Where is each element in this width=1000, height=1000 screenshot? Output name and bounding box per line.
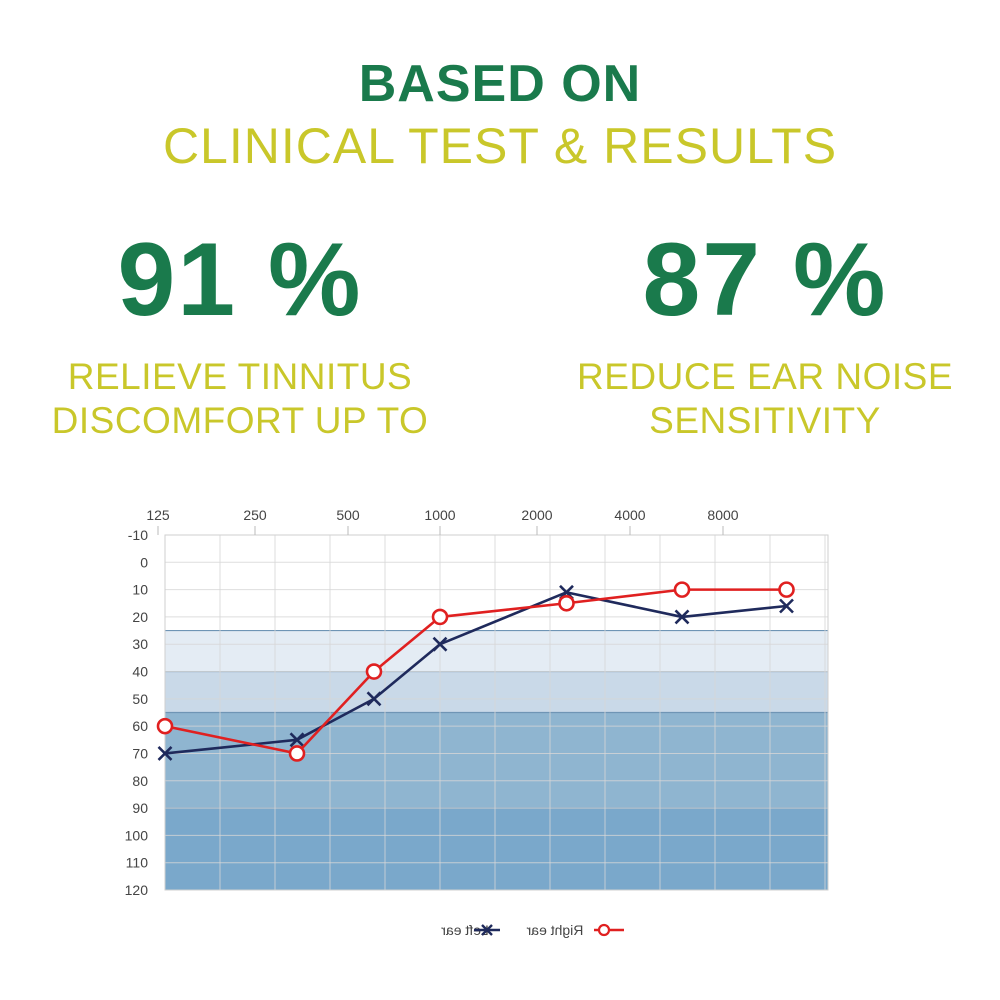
- x-tick-label: 4000: [614, 507, 645, 523]
- data-point-right-ear: [431, 608, 449, 626]
- y-tick-label: 0: [140, 554, 148, 570]
- audiogram-chart: 125 250 500 1000 2000 4000 8000 -10 0 10 20 30 40 50…: [125, 507, 829, 938]
- headline-based-on: BASED ON: [358, 55, 642, 113]
- data-point-right-ear: [156, 717, 174, 735]
- y-tick-label: 30: [132, 636, 148, 652]
- stat-label-line: RELIEVE TINNITUS: [67, 356, 413, 397]
- y-tick-label: 20: [132, 609, 148, 625]
- y-tick-label: 60: [132, 718, 148, 734]
- data-point-left-ear: [432, 636, 448, 652]
- hearing-loss-band: [165, 712, 828, 809]
- x-tick-label: 1000: [424, 507, 455, 523]
- stat-label: REDUCE EAR NOISE SENSITIVITY: [535, 355, 995, 443]
- data-point-right-ear: [558, 594, 575, 612]
- stat-tinnitus: 91 % RELIEVE TINNITUS DISCOMFORT UP TO: [10, 225, 470, 443]
- plot-frame: [164, 534, 829, 891]
- x-tick-label: 500: [336, 507, 360, 523]
- stat-label-line: REDUCE EAR NOISE: [576, 356, 953, 397]
- data-point-right-ear: [288, 745, 306, 762]
- x-tick-label: 125: [146, 507, 170, 523]
- legend-label-left-ear: Left ear: [441, 922, 489, 938]
- stat-value: 87 %: [642, 222, 888, 338]
- stat-value: 91 %: [117, 222, 363, 338]
- legend-item-right-ear: Right ear: [526, 922, 624, 938]
- y-tick-label: 100: [125, 827, 149, 843]
- y-tick-label: 40: [132, 664, 148, 680]
- x-tick-label: 250: [243, 507, 267, 523]
- stat-label-line: SENSITIVITY: [649, 400, 881, 441]
- data-point-right-ear: [365, 663, 383, 680]
- data-point-left-ear: [779, 598, 794, 614]
- x-tick-label: 8000: [707, 507, 738, 523]
- stat-label-line: DISCOMFORT UP TO: [51, 400, 429, 441]
- y-tick-label: 80: [132, 773, 148, 789]
- legend-marker-left-ear: [481, 924, 493, 936]
- data-point-left-ear: [157, 746, 173, 761]
- data-point-right-ear: [673, 581, 691, 598]
- x-tick-label: 2000: [521, 507, 552, 523]
- legend-item-left-ear: Left ear: [441, 922, 500, 938]
- legend-label-right-ear: Right ear: [526, 922, 583, 938]
- data-point-left-ear: [674, 609, 690, 625]
- y-tick-label: 10: [132, 582, 148, 598]
- y-tick-label: 70: [132, 745, 148, 761]
- hearing-loss-band: [165, 808, 828, 890]
- headline-clinical-test: CLINICAL TEST & RESULTS: [162, 118, 838, 174]
- data-point-left-ear: [366, 691, 382, 707]
- data-point-right-ear: [778, 581, 795, 598]
- hearing-loss-band: [165, 671, 828, 713]
- y-tick-label: 90: [132, 800, 148, 816]
- stat-noise-sensitivity: 87 % REDUCE EAR NOISE SENSITIVITY: [535, 225, 995, 443]
- legend-marker-right-ear: [597, 923, 611, 937]
- y-tick-label: 120: [125, 882, 149, 898]
- hearing-loss-band: [165, 630, 828, 672]
- y-tick-label: 50: [132, 691, 148, 707]
- y-tick-label: -10: [128, 527, 148, 543]
- y-tick-label: 110: [126, 855, 149, 871]
- stat-label: RELIEVE TINNITUS DISCOMFORT UP TO: [10, 355, 470, 443]
- data-point-left-ear: [289, 732, 305, 748]
